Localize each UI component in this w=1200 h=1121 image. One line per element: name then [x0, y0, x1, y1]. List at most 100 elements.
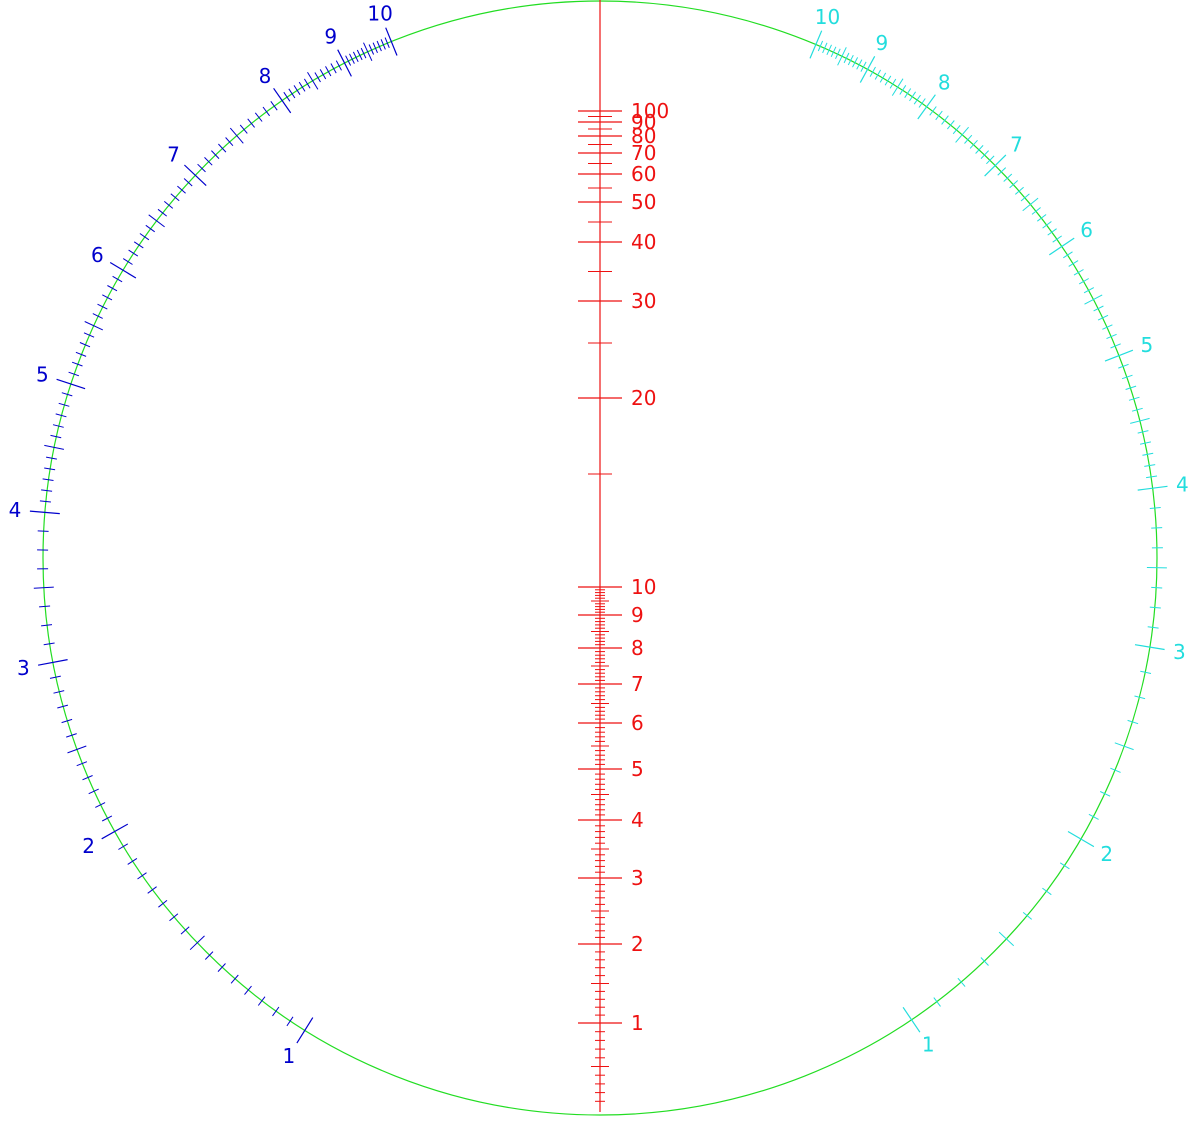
arc-minor-tick: [1093, 305, 1104, 312]
arc-minor-tick: [1022, 197, 1039, 212]
arc-minor-tick: [147, 886, 157, 894]
arc-major-tick: [1048, 237, 1075, 256]
arc-minor-tick: [118, 843, 129, 850]
center-tick-label: 70: [631, 141, 656, 165]
arc-minor-tick: [37, 530, 49, 532]
arc-minor-tick: [997, 167, 1007, 176]
arc-minor-tick: [879, 72, 887, 83]
arc-minor-tick: [112, 275, 123, 283]
arc-minor-tick: [349, 53, 355, 64]
arc-minor-tick: [67, 745, 87, 754]
arc-minor-tick: [1014, 186, 1024, 195]
arc-minor-tick: [43, 642, 55, 646]
arc-minor-tick: [955, 126, 969, 143]
arc-minor-tick: [826, 44, 832, 56]
arc-minor-tick: [68, 371, 80, 377]
arc-minor-tick: [980, 957, 989, 966]
arc-minor-tick: [244, 985, 252, 995]
arc-major-tick: [37, 659, 68, 666]
arc-minor-tick: [330, 63, 337, 74]
arc-minor-tick: [847, 54, 854, 66]
arc-minor-tick: [218, 143, 227, 153]
arc-minor-tick: [145, 224, 155, 233]
arc-minor-tick: [1149, 606, 1161, 609]
arc-tick-label: 5: [1141, 333, 1154, 357]
arc-minor-tick: [860, 61, 867, 72]
arc-minor-tick: [384, 37, 390, 48]
arc-minor-tick: [169, 913, 179, 922]
arc-minor-tick: [1118, 363, 1129, 369]
arc-minor-tick: [170, 193, 180, 202]
arc-minor-tick: [92, 313, 103, 319]
arc-minor-tick: [61, 718, 73, 724]
arc-minor-tick: [913, 94, 921, 105]
arc-minor-tick: [272, 1006, 280, 1017]
arc-tick-label: 5: [36, 363, 49, 387]
arc-minor-tick: [52, 424, 64, 428]
center-tick-label: 20: [631, 386, 656, 410]
arc-minor-tick: [1127, 719, 1139, 725]
arc-minor-tick: [97, 303, 108, 310]
arc-minor-tick: [163, 201, 174, 209]
arc-minor-tick: [41, 489, 53, 492]
arc-minor-tick: [1106, 333, 1117, 340]
arc-tick-label: 8: [259, 64, 272, 88]
arc-minor-tick: [356, 49, 363, 61]
arc-tick-label: 4: [9, 498, 22, 522]
center-tick-label: 30: [631, 289, 656, 313]
arc-minor-tick: [1088, 813, 1099, 820]
arc-minor-tick: [53, 690, 65, 694]
arc-minor-tick: [952, 124, 961, 135]
arc-minor-tick: [314, 72, 321, 83]
arc-minor-tick: [88, 788, 99, 795]
arc-tick-label: 6: [91, 243, 104, 267]
arc-minor-tick: [1151, 586, 1163, 589]
arc-major-tick: [101, 823, 129, 840]
arc-minor-tick: [1097, 314, 1109, 321]
arc-minor-tick: [1131, 407, 1143, 412]
arc-minor-tick: [1142, 452, 1154, 456]
arc-tick-label: 9: [324, 24, 337, 48]
arc-minor-tick: [71, 361, 83, 367]
arc-tick-label: 1: [283, 1044, 296, 1068]
center-tick-label: 60: [631, 162, 656, 186]
arc-minor-tick: [1110, 343, 1121, 349]
arc-minor-tick: [107, 285, 118, 292]
arc-minor-tick: [1102, 324, 1113, 330]
arc-minor-tick: [980, 150, 989, 159]
arc-minor-tick: [874, 69, 882, 80]
arc-minor-tick: [66, 733, 77, 738]
arc-minor-tick: [189, 935, 205, 951]
arc-tick-label: 9: [876, 31, 889, 55]
arc-minor-tick: [904, 88, 912, 98]
arc-minor-tick: [283, 91, 291, 102]
arc-tick-label: 10: [367, 2, 392, 26]
arc-tick-label: 2: [1100, 842, 1113, 866]
arc-minor-tick: [1009, 180, 1019, 189]
arc-minor-tick: [49, 675, 61, 679]
arc-minor-tick: [856, 59, 863, 70]
arc-minor-tick: [127, 857, 138, 865]
arc-minor-tick: [918, 98, 926, 108]
arc-minor-tick: [42, 478, 54, 481]
arc-tick-label: 7: [167, 143, 180, 167]
arc-major-tick: [917, 94, 936, 120]
arc-minor-tick: [139, 233, 150, 241]
arc-minor-tick: [843, 52, 850, 64]
arc-minor-tick: [837, 47, 847, 66]
arc-minor-tick: [947, 120, 955, 130]
arc-minor-tick: [969, 139, 978, 149]
arc-tick-label: 1: [922, 1033, 935, 1057]
arc-minor-tick: [298, 81, 306, 92]
center-tick-label: 90: [631, 110, 656, 134]
arc-minor-tick: [83, 332, 95, 338]
arc-minor-tick: [835, 48, 841, 60]
arc-minor-tick: [204, 157, 213, 166]
arc-minor-tick: [319, 69, 327, 80]
arc-minor-tick: [270, 101, 278, 111]
arc-minor-tick: [335, 60, 342, 71]
arc-minor-tick: [964, 134, 973, 144]
arc-minor-tick: [1128, 396, 1140, 401]
arc-minor-tick: [1147, 626, 1159, 629]
